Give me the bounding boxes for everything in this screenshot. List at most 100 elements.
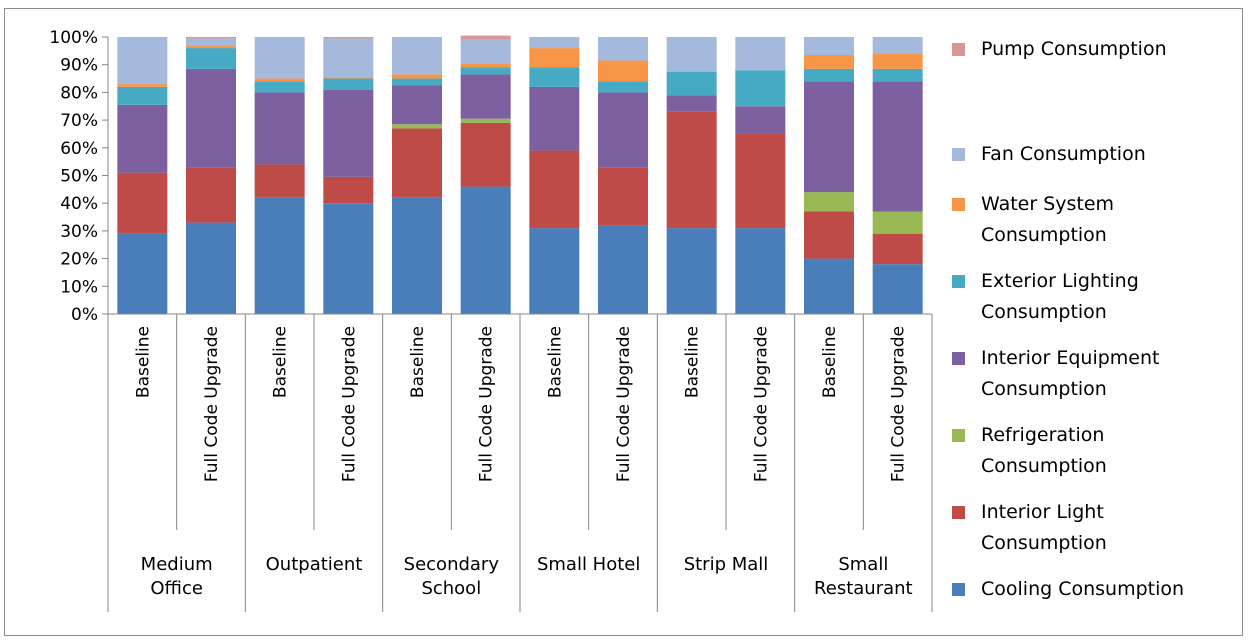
legend-swatch (952, 352, 965, 365)
bar-segment (117, 105, 167, 173)
legend-swatch (952, 148, 965, 161)
bar-segment (529, 87, 579, 151)
bar-segment (667, 37, 717, 72)
group-label: Strip Mall (684, 554, 769, 575)
legend-swatch (952, 506, 965, 519)
bar-segment (873, 234, 923, 264)
bar-segment (255, 198, 305, 314)
bar-segment (392, 74, 442, 78)
bar-segment (461, 36, 511, 40)
legend-label: Interior Light (981, 501, 1104, 523)
bar-segment (598, 61, 648, 82)
legend-label: Water System (981, 193, 1114, 215)
y-tick-label: 50% (60, 167, 98, 187)
y-tick-label: 60% (60, 139, 98, 159)
y-tick-label: 100% (49, 28, 98, 48)
bar-segment (873, 54, 923, 69)
legend-label: Fan Consumption (981, 143, 1146, 165)
bar-segment (117, 87, 167, 105)
bar-segment (529, 151, 579, 229)
bar-segment (186, 69, 236, 167)
bar-segment (186, 37, 236, 38)
bar-segment (117, 173, 167, 234)
legend-label: Cooling Consumption (981, 578, 1184, 600)
legend-swatch (952, 43, 965, 56)
bar-segment (255, 37, 305, 79)
bar-segment (323, 79, 373, 90)
group-label: Office (150, 578, 203, 599)
legend-label: Interior Equipment (981, 347, 1160, 369)
category-label: Baseline (683, 326, 703, 398)
category-label: Baseline (408, 326, 428, 398)
group-label: School (421, 578, 481, 599)
group-label: Medium (141, 554, 213, 575)
bar-segment (323, 203, 373, 314)
bar-segment (873, 37, 923, 54)
bar-segment (667, 228, 717, 314)
bar-segment (323, 37, 373, 38)
bar-segment (392, 79, 442, 86)
bar-segment (598, 37, 648, 61)
bar-segment (667, 72, 717, 96)
bar-segment (255, 92, 305, 164)
legend-label: Consumption (981, 455, 1107, 477)
group-label: Secondary (404, 554, 500, 575)
bar-segment (186, 223, 236, 314)
legend-label: Pump Consumption (981, 38, 1167, 60)
bar-segment (667, 95, 717, 112)
bar-segment (461, 74, 511, 118)
bar-segment (873, 69, 923, 81)
bar-segment (804, 37, 854, 55)
bar-segment (873, 264, 923, 314)
bar-segment (255, 164, 305, 197)
bar-segment (461, 187, 511, 314)
y-tick-label: 90% (60, 56, 98, 76)
bar-segment (255, 79, 305, 82)
category-label: Full Code Upgrade (751, 326, 771, 482)
y-tick-label: 70% (60, 111, 98, 131)
bar-segment (735, 70, 785, 106)
legend-label: Refrigeration (981, 424, 1104, 446)
bar-segment (529, 67, 579, 86)
bar-segment (392, 124, 442, 128)
bar-segment (735, 228, 785, 314)
bar-segment (598, 92, 648, 167)
bar-segment (735, 134, 785, 228)
bar-segment (461, 67, 511, 74)
bar-segment (117, 37, 167, 84)
category-label: Baseline (820, 326, 840, 398)
bar-segment (461, 119, 511, 123)
category-label: Full Code Upgrade (889, 326, 909, 482)
y-tick-label: 20% (60, 250, 98, 270)
legend-label: Consumption (981, 301, 1107, 323)
y-tick-label: 0% (71, 305, 98, 325)
bar-segment (804, 81, 854, 192)
bar-segment (117, 84, 167, 87)
group-label: Restaurant (814, 578, 913, 599)
bar-segment (186, 167, 236, 222)
legend-label: Consumption (981, 532, 1107, 554)
group-label: Small Hotel (537, 554, 640, 575)
bar-segment (323, 90, 373, 177)
legend-swatch (952, 198, 965, 211)
bar-segment (873, 81, 923, 211)
group-label: Outpatient (266, 554, 363, 575)
legend-label: Consumption (981, 224, 1107, 246)
bar-segment (392, 128, 442, 197)
group-label: Small (838, 554, 888, 575)
legend-label: Exterior Lighting (981, 270, 1139, 292)
legend-swatch (952, 275, 965, 288)
category-label: Full Code Upgrade (614, 326, 634, 482)
bar-segment (598, 225, 648, 314)
bar-segment (461, 123, 511, 187)
bar-segment (873, 212, 923, 234)
bar-segment (804, 55, 854, 69)
y-tick-label: 30% (60, 222, 98, 242)
bar-segment (323, 177, 373, 203)
bar-segment (735, 106, 785, 134)
bar-segment (529, 37, 579, 48)
bar-segment (529, 228, 579, 314)
bar-segment (667, 112, 717, 228)
bar-segment (323, 38, 373, 77)
